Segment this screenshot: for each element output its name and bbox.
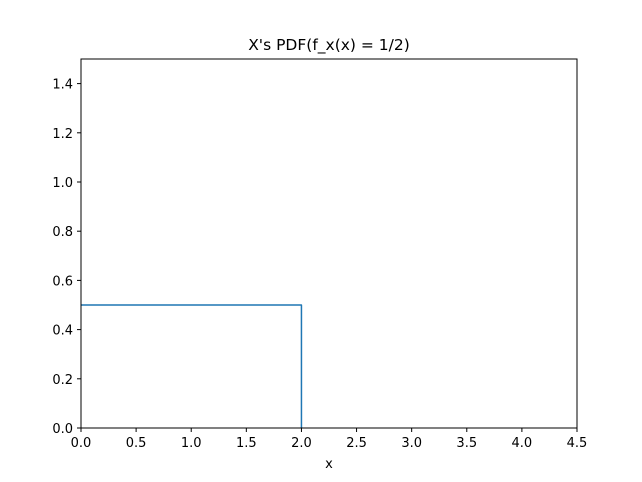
series-line	[81, 304, 303, 428]
axes-frame	[80, 58, 578, 429]
x-axis-label: x	[325, 457, 333, 472]
y-tick-label: 1.4	[52, 78, 73, 93]
y-tick-label: 0.8	[52, 225, 73, 240]
y-axis-ticks: 0.0 0.2 0.4 0.6 0.8 1.0 1.2 1.4	[52, 78, 81, 437]
x-tick-label: 0.5	[126, 436, 147, 451]
x-axis-ticks: 0.0 0.5 1.0 1.5 2.0 2.5 3.0 3.5 4.0 4.5	[71, 428, 588, 451]
x-tick-label: 2.0	[291, 436, 312, 451]
y-tick-label: 0.4	[52, 324, 73, 339]
series-layer	[81, 304, 303, 428]
y-tick-label: 0.0	[52, 422, 73, 437]
x-tick-label: 0.0	[71, 436, 92, 451]
x-tick-label: 3.5	[456, 436, 477, 451]
y-tick-label: 0.6	[52, 274, 73, 289]
x-tick-label: 1.0	[181, 436, 202, 451]
x-tick-label: 1.5	[236, 436, 257, 451]
x-tick-label: 3.0	[401, 436, 422, 451]
x-tick-label: 4.5	[567, 436, 588, 451]
x-tick-label: 2.5	[346, 436, 367, 451]
chart-title: X's PDF(f_x(x) = 1/2)	[248, 36, 410, 55]
y-tick-label: 1.0	[52, 176, 73, 191]
y-tick-label: 1.2	[52, 127, 73, 142]
y-tick-label: 0.2	[52, 373, 73, 388]
x-tick-label: 4.0	[512, 436, 533, 451]
